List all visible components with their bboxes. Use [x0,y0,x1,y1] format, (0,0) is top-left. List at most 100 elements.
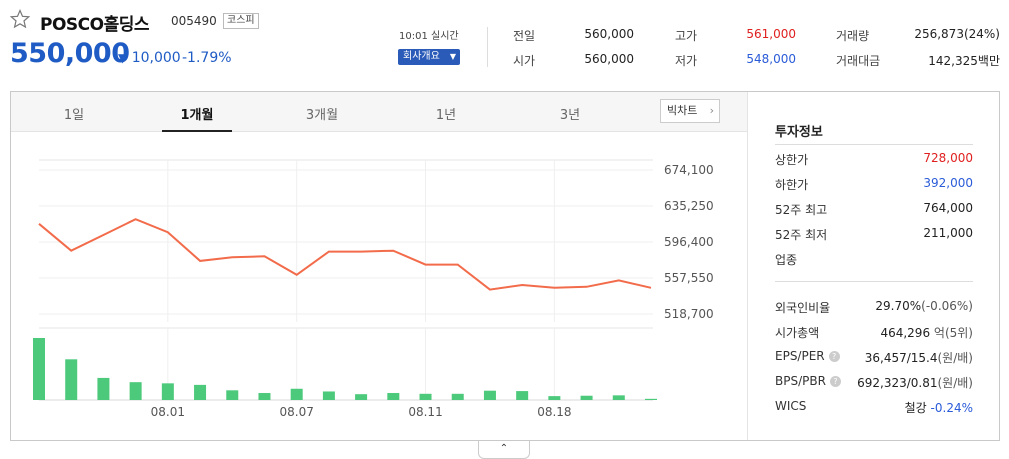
volume-bar [322,391,335,400]
volume-bar [419,393,432,400]
low52-value: 211,000 [923,226,973,240]
trade-value-label: 거래대금 [836,54,881,68]
price-change: ▼ 10,000 [118,50,181,66]
y-tick-label: 557,550 [664,271,714,285]
foreign-ratio-change: (-0.06%) [921,299,973,313]
low52-row: 52주 최저 211,000 [775,226,973,242]
divider [747,92,748,440]
volume-bar [483,390,496,400]
eps-per-row: EPS/PER? 36,457/15.4(원/배) [775,349,973,365]
price-line [38,218,652,291]
x-tick-label: 08.01 [151,405,185,419]
trade-value-value: 142,325백만 [928,54,1000,68]
volume-bar [129,382,142,400]
invest-info: 투자정보 상한가 728,000 하한가 392,000 52주 최고 764,… [748,92,999,440]
upper-limit-row: 상한가 728,000 [775,151,973,167]
volume-bar [355,394,368,400]
sector-label[interactable]: 업종 [775,253,798,267]
big-chart-button[interactable]: 빅차트 › [660,99,720,123]
help-icon[interactable]: ? [829,376,841,387]
y-tick-label: 635,250 [664,199,714,213]
company-overview-label: 회사개요 [403,51,440,62]
volume-bar [226,390,239,400]
volume-bar [387,393,400,400]
divider [775,144,973,145]
favorite-star-icon[interactable] [10,9,30,29]
wics-label: WICS [775,399,807,413]
open-label: 시가 [513,54,536,68]
big-chart-label: 빅차트 [667,104,698,117]
divider [775,281,973,282]
bps-pbr-value: 692,323/0.81 [857,376,938,390]
y-tick-label: 596,400 [664,235,714,249]
bps-pbr-unit: (원/배) [937,376,974,390]
market-cap-value: 464,296 [880,326,931,340]
eps-per-unit: (원/배) [937,351,974,365]
eps-per-value: 36,457/15.4 [864,351,938,365]
high-value: 561,000 [746,27,796,41]
x-tick-label: 08.11 [408,405,442,419]
lower-limit-row: 하한가 392,000 [775,176,973,192]
volume-label: 거래량 [836,29,870,43]
high52-value: 764,000 [923,201,973,215]
upper-limit-value: 728,000 [923,151,973,165]
realtime-label: 10:01 실시간 [399,31,459,42]
volume-bar [645,398,657,400]
eps-per-label: EPS/PER [775,349,825,363]
bps-pbr-label: BPS/PBR [775,374,826,388]
x-tick-label: 08.18 [537,405,571,419]
open-value: 560,000 [584,52,634,66]
price-change-percent: -1.79% [182,50,232,66]
low52-label: 52주 최저 [775,228,828,242]
current-price: 550,000 [10,38,130,69]
y-tick-label: 518,700 [664,307,714,321]
volume-bar [516,391,529,400]
caret-down-icon: ▼ [449,52,456,61]
market-cap-unit: 억(5위) [933,326,973,340]
market-cap-row: 시가총액 464,296 억(5위) [775,324,973,340]
market-badge: 코스피 [223,13,259,29]
market-cap-label: 시가총액 [775,326,820,340]
lower-limit-value: 392,000 [923,176,973,190]
divider [487,27,488,67]
y-tick-label: 674,100 [664,163,714,177]
help-icon[interactable]: ? [828,351,840,362]
tab-3m[interactable]: 3개월 [305,108,339,123]
volume-bar [548,396,561,400]
x-tick-label: 08.07 [280,405,314,419]
wics-value[interactable]: 철강 [904,401,927,415]
chevron-right-icon: › [709,104,714,117]
tab-1y[interactable]: 1년 [435,108,457,123]
volume-bar [161,383,174,400]
foreign-ratio-row: 외국인비율 29.70%(-0.06%) [775,299,973,315]
chart-panel: 1일 1개월 3개월 1년 3년 빅차트 › 674,100 635,250 596… [10,91,1000,441]
company-overview-button[interactable]: 회사개요 ▼ [398,49,460,65]
period-tabs: 1일 1개월 3개월 1년 3년 빅차트 › [11,92,747,132]
active-tab-indicator [162,130,232,132]
volume-bar [258,393,271,400]
volume-bar [194,384,207,400]
volume-bar [580,395,593,400]
volume-bar [290,388,303,400]
high52-row: 52주 최고 764,000 [775,201,973,217]
invest-info-title: 투자정보 [775,125,823,140]
price-change-value: 10,000 [131,50,181,66]
collapse-button[interactable]: ⌃ [478,441,530,459]
tab-1m[interactable]: 1개월 [180,108,214,123]
high-label: 고가 [675,29,698,43]
stock-name: POSCO홀딩스 [40,15,150,35]
prev-close-value: 560,000 [584,27,634,41]
tab-1d[interactable]: 1일 [63,108,85,123]
foreign-ratio-value: 29.70% [875,299,922,313]
price-chart: 674,100 635,250 596,400 557,550 518,700 08.01… [11,132,747,440]
sector-row: 업종 [775,251,973,267]
high52-label: 52주 최고 [775,203,828,217]
stock-code: 005490 [171,14,217,28]
upper-limit-label: 상한가 [775,153,809,167]
volume-value: 256,873(24%) [914,27,1000,41]
stock-header: POSCO홀딩스 005490 코스피 550,000 ▼ 10,000 -1.… [0,0,1009,85]
foreign-ratio-label: 외국인비율 [775,301,831,315]
price-chart-svg: 674,100 635,250 596,400 557,550 518,700 08.01… [33,159,714,419]
wics-row: WICS 철강 -0.24% [775,399,973,415]
tab-3y[interactable]: 3년 [559,108,581,123]
